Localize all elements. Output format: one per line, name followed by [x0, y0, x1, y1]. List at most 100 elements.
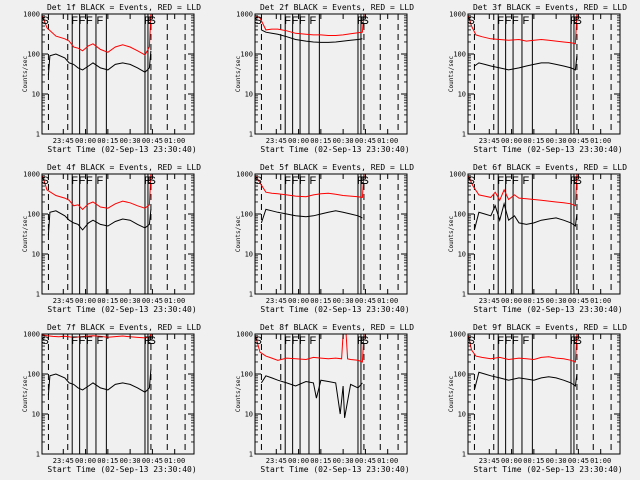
flag-label: E	[573, 175, 580, 187]
x-tick-label: 01:00	[164, 297, 185, 305]
y-tick-label: 1000	[449, 11, 466, 19]
flag-label: S	[467, 335, 474, 347]
y-tick-label: 1	[36, 131, 40, 139]
flag-label: F	[309, 175, 316, 187]
flag-label: F	[497, 15, 504, 27]
flag-label: F	[570, 335, 577, 347]
y-tick-label: 10	[458, 91, 466, 99]
x-tick-label: 00:15	[310, 137, 331, 145]
flag-label: F	[86, 15, 93, 27]
series-line-events	[473, 371, 578, 391]
y-tick-label: 10	[32, 91, 40, 99]
series-line-lld	[42, 13, 152, 56]
flag-label: F	[512, 335, 519, 347]
x-tick-label: 00:00	[75, 137, 96, 145]
detector-panel-1: Det 1f BLACK = Events, RED = LLD S F F F F F E S…	[0, 0, 213, 160]
series-line-events	[47, 369, 152, 395]
x-tick-label: 00:30	[546, 137, 567, 145]
x-tick-label: 01:00	[164, 457, 185, 465]
flag-label: S	[148, 175, 155, 187]
flag-label: F	[284, 15, 291, 27]
flag-label: F	[505, 335, 512, 347]
x-tick-label: 00:00	[501, 137, 522, 145]
x-tick-label: 00:45	[355, 297, 376, 305]
y-tick-label: 1000	[23, 171, 40, 179]
chart-title: Det 9f BLACK = Events, RED = LLD	[473, 323, 627, 332]
plot-frame	[254, 173, 408, 295]
x-tick-label: 00:00	[288, 137, 309, 145]
plot-frame	[467, 333, 621, 455]
plot-frame	[467, 173, 621, 295]
series-line-events	[261, 29, 363, 43]
y-axis-label: Counts/sec	[22, 216, 29, 253]
x-axis-label: Start Time (02-Sep-13 23:30:40)	[47, 145, 196, 154]
x-tick-label: 00:15	[310, 457, 331, 465]
series-line-lld	[42, 173, 152, 211]
x-tick-label: 23:45	[266, 457, 287, 465]
y-tick-label: 10	[245, 411, 253, 419]
y-tick-label: 100	[27, 211, 40, 219]
plot-frame	[41, 333, 195, 455]
chart-title: Det 8f BLACK = Events, RED = LLD	[260, 323, 414, 332]
flag-label: F	[357, 335, 364, 347]
flag-label: F	[292, 335, 299, 347]
y-tick-label: 1	[36, 291, 40, 299]
flag-label: F	[522, 335, 529, 347]
flag-label: F	[96, 335, 103, 347]
flag-label: S	[254, 15, 261, 27]
x-tick-label: 01:00	[377, 457, 398, 465]
chart-title: Det 5f BLACK = Events, RED = LLD	[260, 163, 414, 172]
x-tick-label: 00:00	[288, 297, 309, 305]
x-tick-label: 01:00	[590, 297, 611, 305]
x-tick-label: 23:45	[479, 297, 500, 305]
flag-label: F	[522, 15, 529, 27]
flag-label: F	[292, 175, 299, 187]
flag-label: F	[284, 335, 291, 347]
flag-label: E	[573, 335, 580, 347]
x-tick-label: 23:45	[479, 137, 500, 145]
y-tick-label: 10	[245, 251, 253, 259]
x-axis-label: Start Time (02-Sep-13 23:30:40)	[473, 465, 622, 474]
flag-label: F	[71, 15, 78, 27]
flag-label: F	[497, 335, 504, 347]
chart-title: Det 7f BLACK = Events, RED = LLD	[47, 323, 201, 332]
x-tick-label: 23:45	[53, 137, 74, 145]
chart-title: Det 6f BLACK = Events, RED = LLD	[473, 163, 627, 172]
flag-label: S	[574, 335, 581, 347]
flag-label: S	[41, 335, 48, 347]
x-tick-label: 00:45	[142, 297, 163, 305]
y-axis-label: Counts/sec	[448, 376, 455, 413]
x-axis-label: Start Time (02-Sep-13 23:30:40)	[47, 305, 196, 314]
y-tick-label: 100	[240, 371, 253, 379]
detector-panel-3: Det 3f BLACK = Events, RED = LLD S F F F F F E S…	[426, 0, 639, 160]
y-tick-label: 1000	[236, 11, 253, 19]
chart-title: Det 2f BLACK = Events, RED = LLD	[260, 3, 414, 12]
x-tick-label: 00:30	[546, 457, 567, 465]
x-tick-label: 00:15	[97, 137, 118, 145]
flag-label: F	[497, 175, 504, 187]
x-tick-label: 23:45	[53, 457, 74, 465]
flag-label: E	[360, 335, 367, 347]
flag-label: F	[71, 175, 78, 187]
x-tick-label: 01:00	[590, 137, 611, 145]
flag-label: S	[361, 335, 368, 347]
flag-label: F	[357, 15, 364, 27]
flag-label: E	[147, 335, 154, 347]
x-tick-label: 01:00	[164, 137, 185, 145]
flag-label: F	[522, 175, 529, 187]
detector-panel-8: Det 8f BLACK = Events, RED = LLD S F F F F F E S…	[213, 320, 426, 480]
plot-frame	[467, 13, 621, 135]
flag-label: F	[71, 335, 78, 347]
y-tick-label: 1000	[236, 331, 253, 339]
y-tick-label: 1	[462, 131, 466, 139]
x-tick-label: 00:30	[120, 137, 141, 145]
series-line-lld	[42, 333, 152, 339]
y-tick-label: 10	[32, 411, 40, 419]
y-tick-label: 1	[462, 291, 466, 299]
x-tick-label: 00:30	[120, 457, 141, 465]
x-axis-label: Start Time (02-Sep-13 23:30:40)	[473, 305, 622, 314]
flag-label: F	[144, 15, 151, 27]
series-line-events	[47, 50, 152, 75]
